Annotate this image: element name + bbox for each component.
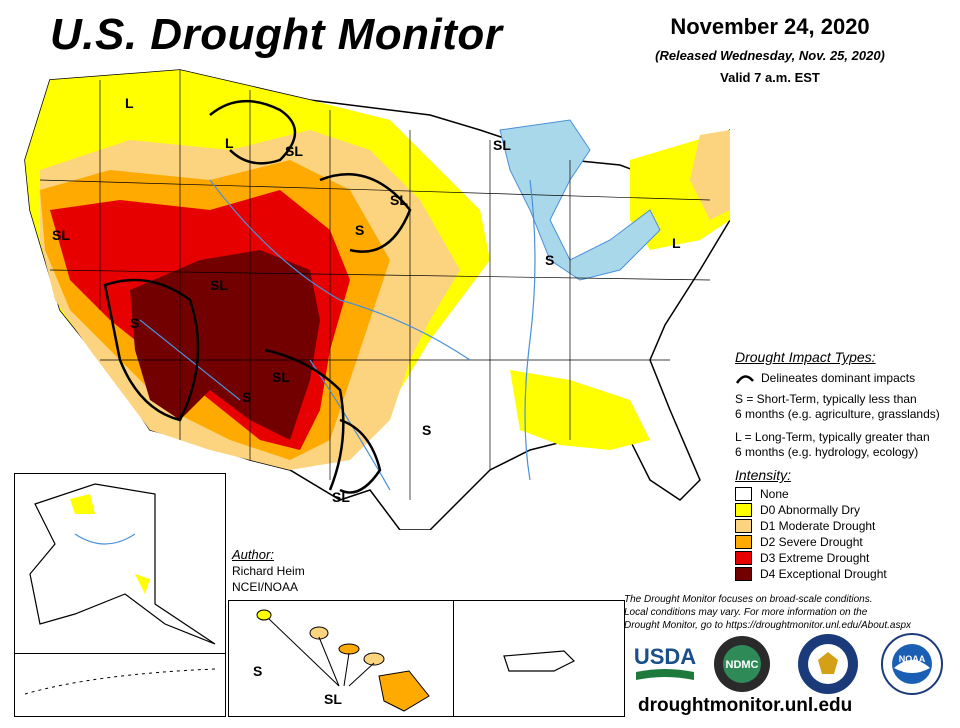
conus-drought-map: L L SL SL SL SL S SL S S SL S S SL L SL — [24, 69, 730, 530]
note-line-3: Drought Monitor, go to https://droughtmo… — [624, 620, 912, 631]
swatch-d0 — [735, 503, 752, 517]
impact-boundaries — [103, 99, 412, 494]
impact-delineates: Delineates dominant impacts — [735, 371, 915, 386]
puerto-rico-inset — [453, 600, 625, 717]
label-s-ia: S — [545, 252, 554, 268]
noaa-logo: NOAA — [880, 632, 944, 696]
intensity-row-d3: D3 Extreme Drought — [735, 550, 887, 566]
label-s-ne: S — [355, 222, 364, 238]
commerce-seal — [796, 632, 860, 696]
label-s-tx: S — [422, 422, 431, 438]
label-sl-nm: SL — [272, 369, 290, 385]
map-title: U.S. Drought Monitor — [50, 10, 503, 59]
label-l-mt: L — [225, 135, 234, 151]
intensity-row-d0: D0 Abnormally Dry — [735, 502, 887, 518]
label-sl-tx: SL — [332, 489, 350, 505]
release-note: (Released Wednesday, Nov. 25, 2020) — [655, 48, 885, 63]
intensity-label-d1: D1 Moderate Drought — [760, 519, 876, 533]
d0-region-se — [510, 370, 650, 450]
impact-line-icon — [735, 374, 754, 384]
note-line-1: The Drought Monitor focuses on broad-sca… — [624, 594, 873, 605]
intensity-heading: Intensity: — [735, 467, 792, 483]
swatch-d2 — [735, 535, 752, 549]
impact-heading: Drought Impact Types: — [735, 349, 876, 365]
impact-s-line2: 6 months (e.g. agriculture, grasslands) — [735, 407, 940, 421]
d4-region-southwest — [130, 250, 320, 440]
impact-l-line2: 6 months (e.g. hydrology, ecology) — [735, 445, 919, 459]
state-boundaries — [39, 70, 711, 500]
d1-region-ne — [690, 130, 730, 220]
author-heading: Author: — [232, 547, 274, 562]
intensity-label-d2: D2 Severe Drought — [760, 535, 863, 549]
swatch-d3 — [735, 551, 752, 565]
impact-l-line1: L = Long-Term, typically greater than — [735, 430, 930, 444]
svg-text:NOAA: NOAA — [899, 654, 926, 664]
hawaii-map: S SL — [253, 609, 430, 712]
label-sl-mn: SL — [493, 137, 511, 153]
valid-time: Valid 7 a.m. EST — [720, 70, 820, 85]
intensity-row-d4: D4 Exceptional Drought — [735, 566, 887, 582]
hawaii-inset: S SL — [228, 600, 455, 717]
intensity-row-d1: D1 Moderate Drought — [735, 518, 887, 534]
alaska-map — [29, 483, 216, 645]
aleutians-map — [24, 668, 216, 695]
intensity-label-d0: D0 Abnormally Dry — [760, 503, 861, 517]
intensity-row-none: None — [735, 486, 887, 502]
intensity-row-d2: D2 Severe Drought — [735, 534, 887, 550]
alaska-inset — [14, 473, 226, 655]
ndmc-logo: NDMC — [712, 634, 772, 694]
intensity-legend: None D0 Abnormally Dry D1 Moderate Droug… — [735, 486, 887, 582]
noaa-logo-icon: NOAA — [881, 633, 943, 695]
label-sl-mt: SL — [285, 143, 303, 159]
label-sl-co: SL — [210, 277, 228, 293]
disclaimer-note: The Drought Monitor focuses on broad-sca… — [624, 593, 944, 632]
svg-text:USDA: USDA — [634, 644, 696, 669]
aleutians-inset — [14, 653, 226, 717]
intensity-label-none: None — [760, 487, 789, 501]
swatch-d1 — [735, 519, 752, 533]
ndmc-logo-icon: NDMC — [714, 636, 770, 692]
note-line-2: Local conditions may vary. For more info… — [624, 607, 868, 618]
commerce-seal-icon — [798, 634, 858, 694]
label-sl-dak: SL — [390, 192, 408, 208]
label-s-nm: S — [242, 389, 251, 405]
website-url[interactable]: droughtmonitor.unl.edu — [638, 695, 853, 716]
label-sl-hi: SL — [324, 691, 342, 707]
author-name: Richard Heim — [232, 564, 305, 578]
usda-logo-icon: USDA — [634, 644, 696, 680]
map-date: November 24, 2020 — [670, 14, 870, 39]
intensity-label-d3: D3 Extreme Drought — [760, 551, 870, 565]
label-sl-or: SL — [52, 227, 70, 243]
svg-text:NDMC: NDMC — [726, 659, 759, 671]
swatch-none — [735, 487, 752, 501]
label-s-hi: S — [253, 663, 262, 679]
great-lakes — [499, 119, 661, 281]
author-org: NCEI/NOAA — [232, 580, 299, 594]
intensity-label-d4: D4 Exceptional Drought — [760, 567, 887, 581]
label-l-pa: L — [672, 235, 681, 251]
delineates-text: Delineates dominant impacts — [761, 371, 916, 385]
label-l-nw: L — [125, 95, 134, 111]
swatch-d4 — [735, 567, 752, 581]
impact-s-line1: S = Short-Term, typically less than — [735, 392, 917, 406]
label-s-az: S — [130, 315, 139, 331]
puerto-rico-map — [503, 650, 576, 672]
usda-logo: USDA — [632, 640, 698, 686]
